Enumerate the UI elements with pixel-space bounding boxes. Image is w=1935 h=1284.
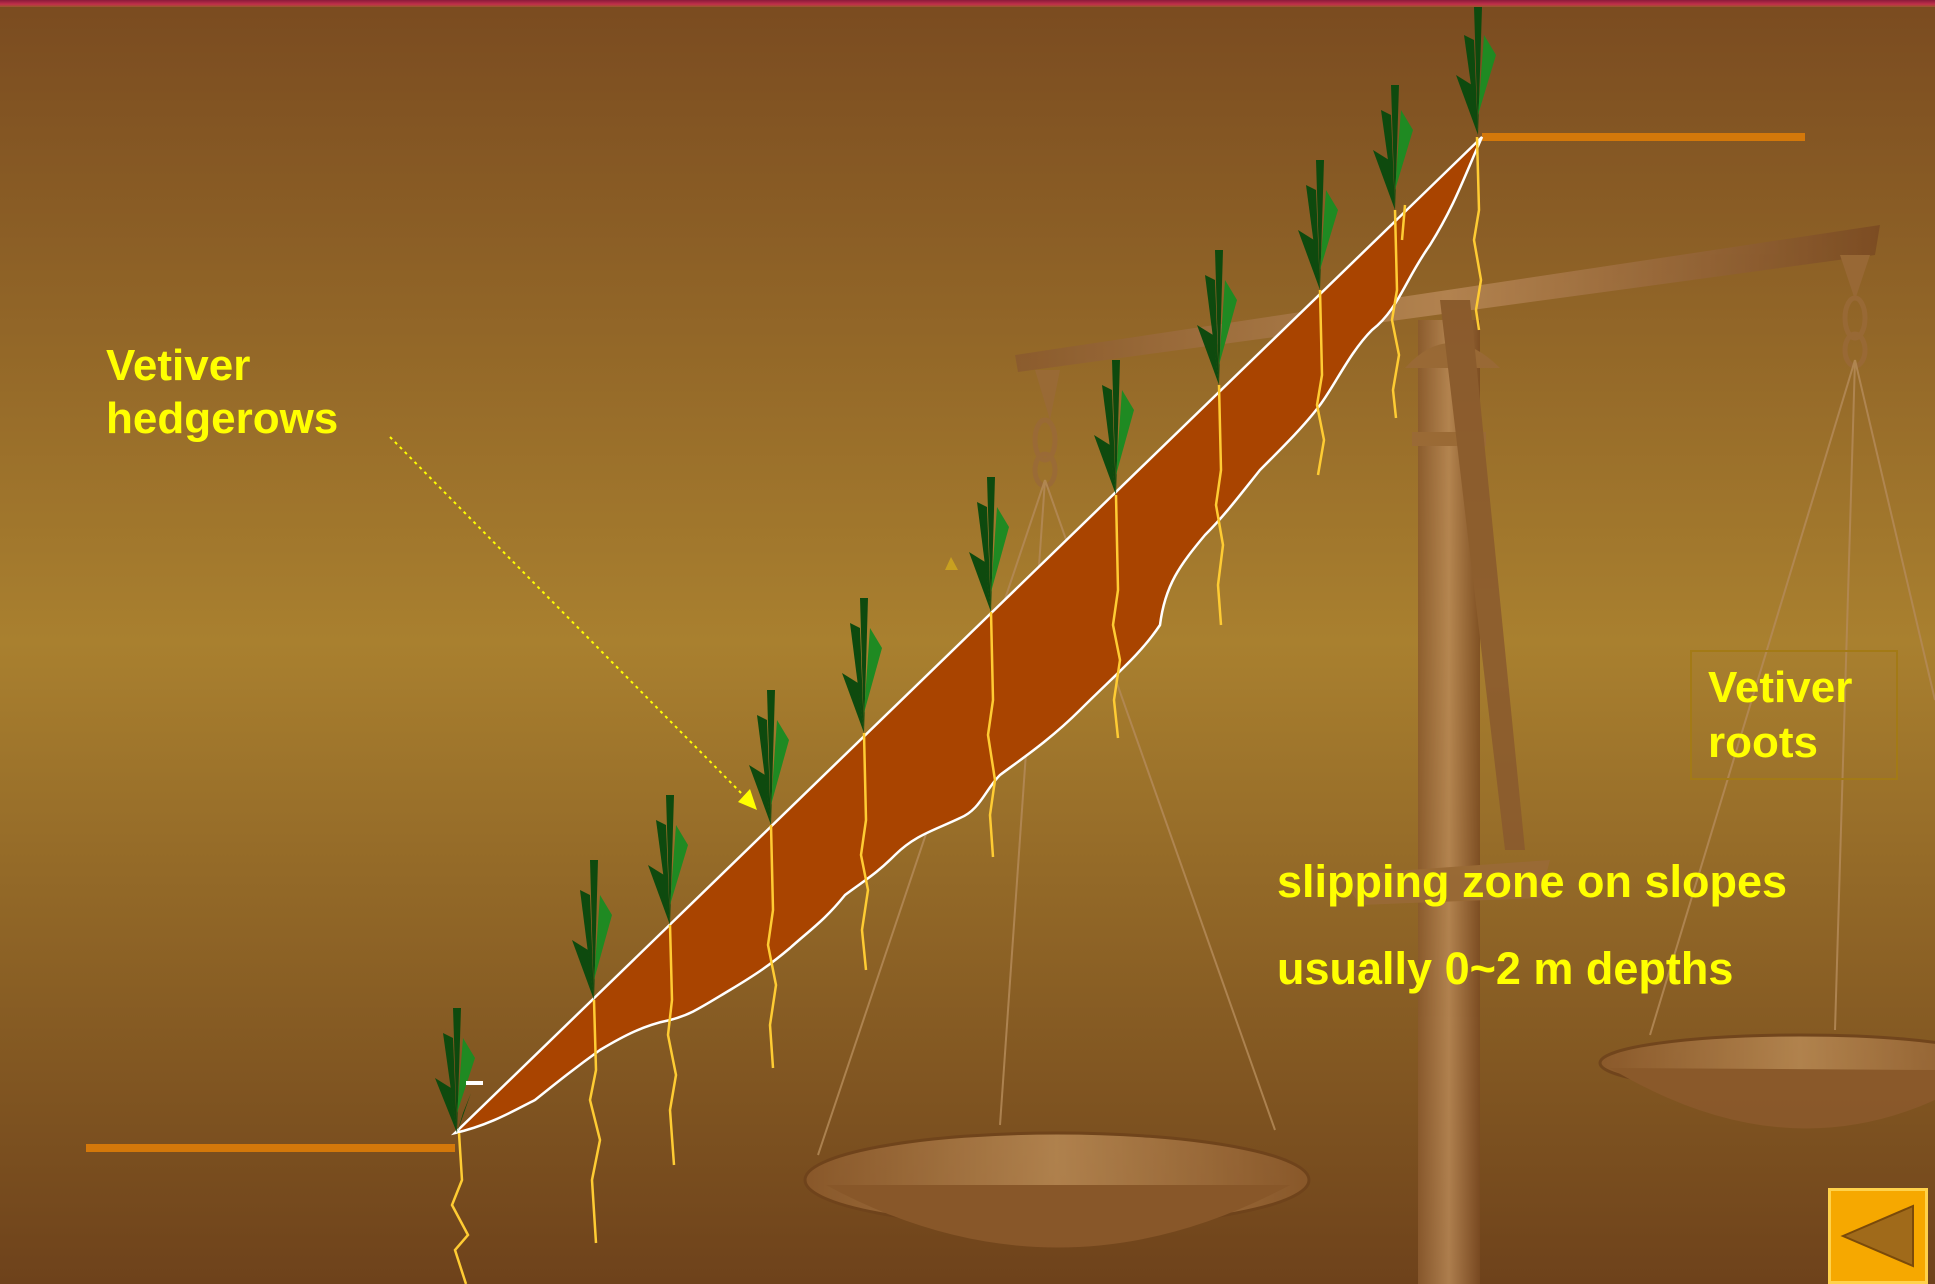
slip-zone [450,136,1484,1136]
scale-right-string-1 [1649,359,1856,1036]
vetiver-plant-3 [648,795,688,925]
root [766,824,778,1069]
vetiver-plant-6 [969,477,1009,612]
root [986,611,997,858]
vetiver-plant-8 [1197,250,1237,385]
vetiver-plant-11 [1456,7,1496,135]
scale-left-pan-bowl [826,1185,1290,1248]
vetiver-plant-5 [842,598,882,733]
small-triangle-mark [945,557,958,570]
root [859,732,870,971]
root [588,999,602,1244]
small-marker [466,1081,483,1085]
root [1111,494,1122,739]
vetiver-roots-label: Vetiver roots [1708,660,1852,770]
scale-left-hook [1035,370,1060,420]
depths-label: usually 0~2 m depths [1277,943,1734,994]
scale-right-hook [1840,255,1870,300]
scale-pointer [1440,300,1525,850]
scale-right-pan-bowl [1610,1068,1935,1129]
top-border-line [0,0,1935,7]
root [1214,384,1225,626]
vetiver-plant-7 [1094,360,1134,495]
vetiver-plant-10 [1373,85,1413,210]
hedgerows-leader-line [389,436,749,801]
scale-right-link [1842,295,1868,341]
slipping-zone-label: slipping zone on slopes [1277,856,1788,907]
back-button[interactable] [1828,1188,1928,1284]
scale-beam [1015,225,1880,372]
vetiver-plant-9 [1298,160,1338,290]
vetiver-plant-2 [572,860,612,1000]
vetiver-hedgerows-label-line-1: Vetiver [106,341,251,390]
root [1472,136,1483,331]
vetiver-plant-1 [435,1008,475,1133]
balance-scale-illustration [803,225,1935,1284]
vetiver-roots-label-line-1: Vetiver [1708,663,1853,712]
vetiver-hedgerows-label: Vetiver hedgerows [106,340,338,446]
vetiver-hedgerows [435,7,1496,1133]
vetiver-roots [450,136,1483,1284]
vetiver-roots-label-box [1690,650,1898,780]
root [450,1132,470,1284]
scale-right-string-3 [1854,359,1935,701]
root [1400,204,1407,241]
scale-pointer-base [1340,860,1550,905]
hedgerows-arrowhead [738,789,757,810]
vetiver-plant-4 [749,690,789,825]
triangle-left-icon [1840,1204,1914,1268]
vetiver-roots-label-line-2: roots [1708,718,1818,767]
vetiver-hedgerows-label-line-2: hedgerows [106,393,339,443]
root [1390,209,1401,419]
scale-right-string-2 [1834,359,1856,1031]
root [666,924,678,1166]
root [1315,289,1326,476]
scale-left-link [1032,417,1058,463]
